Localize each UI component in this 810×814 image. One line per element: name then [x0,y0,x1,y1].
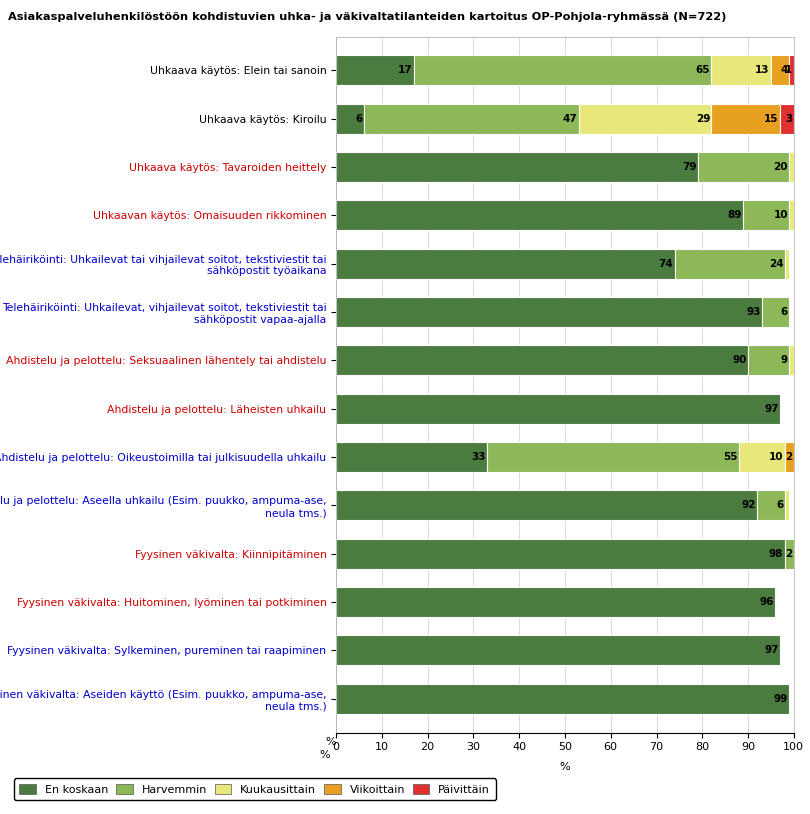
Bar [757,491,785,520]
Text: 20: 20 [774,162,788,172]
Bar [785,539,794,569]
Text: 29: 29 [696,114,710,124]
Text: 79: 79 [682,162,697,172]
Text: 65: 65 [696,65,710,76]
Bar [336,55,414,85]
Legend: En koskaan, Harvemmin, Kuukausittain, Viikoittain, Päivittäin: En koskaan, Harvemmin, Kuukausittain, Vi… [14,778,496,800]
Bar [789,200,794,230]
Bar [336,297,761,327]
Text: 97: 97 [764,646,778,655]
Bar [789,345,794,375]
Text: 6: 6 [355,114,362,124]
Bar [789,152,794,182]
Text: 6: 6 [776,501,783,510]
Bar [487,442,739,472]
Text: 2: 2 [785,549,792,558]
Bar [336,539,785,569]
Text: 4: 4 [781,65,788,76]
Bar [336,684,789,714]
Bar [785,491,789,520]
Text: 90: 90 [732,356,747,365]
Bar [739,442,785,472]
Text: 74: 74 [659,259,673,269]
Bar [789,55,794,85]
Bar [336,636,780,665]
Bar [744,200,789,230]
Text: 13: 13 [755,65,770,76]
Bar [336,249,675,278]
Bar [761,297,789,327]
Text: 93: 93 [746,307,761,317]
Bar [336,104,364,133]
Text: 99: 99 [774,694,788,704]
Text: %: % [320,750,330,759]
Bar [414,55,711,85]
Text: 98: 98 [769,549,783,558]
Text: %: % [560,762,570,772]
Bar [336,200,744,230]
Text: 97: 97 [764,404,778,414]
Bar [578,104,711,133]
Bar [711,55,771,85]
Bar [785,249,789,278]
Text: 2: 2 [785,452,792,462]
Bar [748,345,789,375]
Text: 47: 47 [563,114,578,124]
Bar [711,104,780,133]
Bar [771,55,789,85]
Text: 9: 9 [781,356,788,365]
Text: 3: 3 [785,114,792,124]
Text: 96: 96 [760,597,774,607]
Bar [780,104,794,133]
Bar [336,345,748,375]
Text: 10: 10 [769,452,783,462]
Bar [336,394,780,424]
Text: 1: 1 [785,65,792,76]
Text: 55: 55 [723,452,738,462]
Bar [364,104,578,133]
Bar [336,152,697,182]
Text: 15: 15 [764,114,778,124]
Text: %: % [326,737,336,746]
Bar [785,442,794,472]
Text: 33: 33 [471,452,486,462]
Text: 17: 17 [398,65,412,76]
Text: 24: 24 [769,259,783,269]
Bar [336,442,487,472]
Bar [697,152,789,182]
Text: 89: 89 [727,211,742,221]
Text: 10: 10 [774,211,788,221]
Bar [336,587,775,617]
Bar [675,249,785,278]
Bar [336,491,757,520]
Text: 6: 6 [781,307,788,317]
Text: 92: 92 [741,501,756,510]
Text: Asiakaspalveluhenkilöstöön kohdistuvien uhka- ja väkivaltatilanteiden kartoitus : Asiakaspalveluhenkilöstöön kohdistuvien … [8,12,727,22]
